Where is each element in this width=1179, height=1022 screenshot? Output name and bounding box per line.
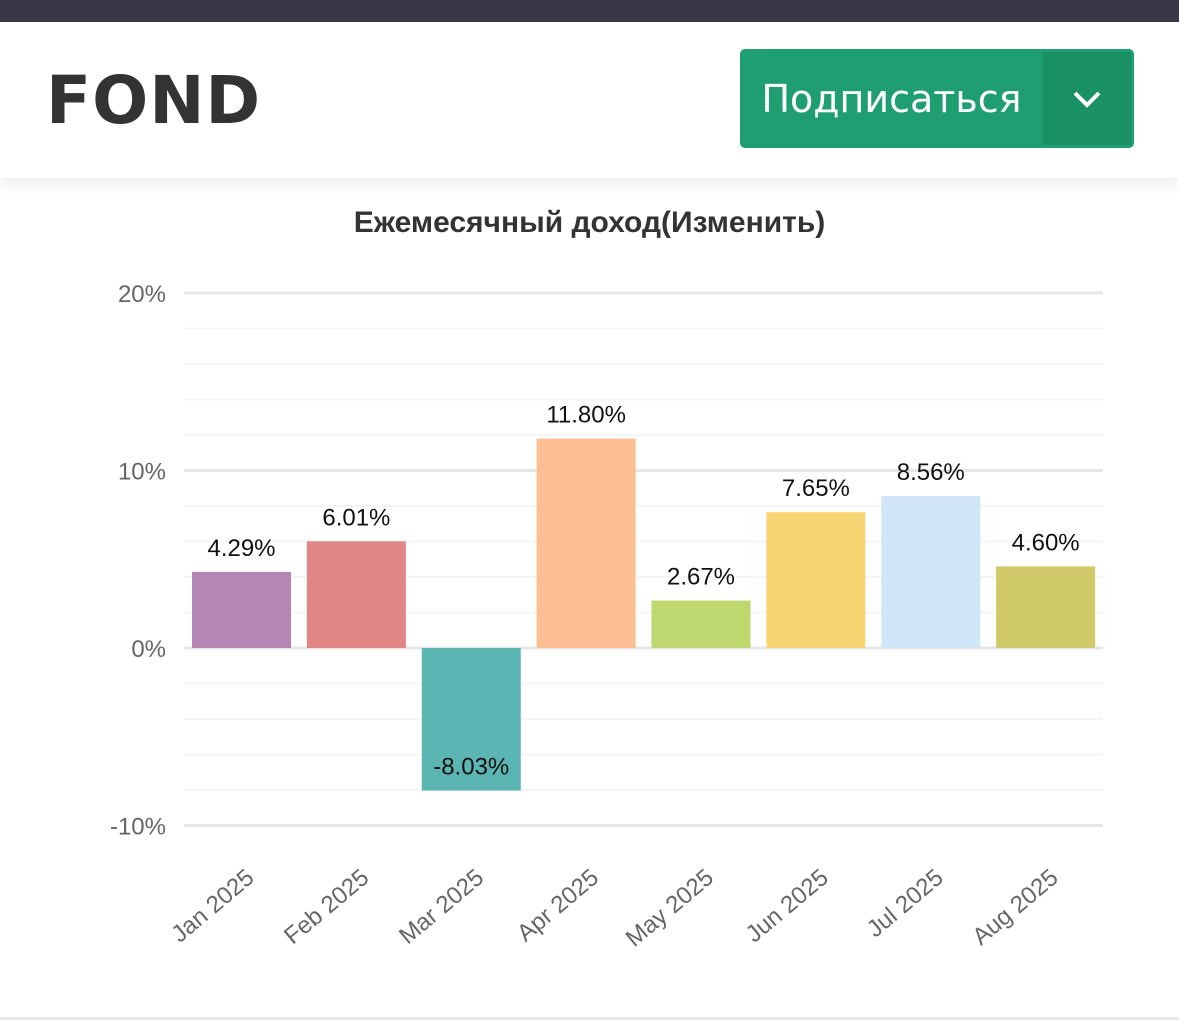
data-label: 7.65% <box>782 475 850 502</box>
bar-may-2025 <box>651 600 751 648</box>
bar-feb-2025 <box>306 541 406 648</box>
data-label: 11.80% <box>546 402 626 429</box>
data-label: 6.01% <box>322 504 390 531</box>
data-label: 8.56% <box>897 459 965 486</box>
bar-jun-2025 <box>766 512 866 648</box>
x-tick-label: Feb 2025 <box>279 864 374 950</box>
bar-apr-2025 <box>536 438 636 648</box>
subscribe-button-group[interactable]: Подписаться <box>740 49 1134 148</box>
subscribe-button[interactable]: Подписаться <box>761 76 1022 121</box>
top-bar <box>0 0 1179 22</box>
x-tick-label: Jan 2025 <box>166 864 259 948</box>
bar-jan-2025 <box>192 571 291 648</box>
x-tick-label: Aug 2025 <box>967 864 1063 951</box>
header: FOND Подписаться <box>0 22 1179 178</box>
data-label: -8.03% <box>433 754 509 781</box>
data-label: 4.29% <box>207 535 275 562</box>
divider <box>0 1017 1179 1020</box>
data-label: 4.60% <box>1012 529 1080 556</box>
subscribe-dropdown-toggle[interactable] <box>1043 52 1131 145</box>
bar-mar-2025 <box>421 648 521 791</box>
y-tick-label: -10% <box>110 814 166 841</box>
x-tick-label: May 2025 <box>621 864 719 952</box>
x-tick-label: Jul 2025 <box>862 864 949 943</box>
bar-jul-2025 <box>881 496 981 648</box>
x-tick-label: Apr 2025 <box>512 864 604 947</box>
data-label: 2.67% <box>667 564 735 591</box>
x-tick-label: Jun 2025 <box>741 864 834 948</box>
y-tick-label: 20% <box>118 281 166 308</box>
bar-aug-2025 <box>996 566 1096 648</box>
chevron-down-icon <box>1073 91 1101 108</box>
logo: FOND <box>46 62 262 139</box>
y-tick-label: 0% <box>131 636 166 663</box>
x-tick-label: Mar 2025 <box>394 864 489 950</box>
chart-title: Ежемесячный доход(Изменить) <box>353 206 826 239</box>
y-tick-label: 10% <box>118 459 166 486</box>
